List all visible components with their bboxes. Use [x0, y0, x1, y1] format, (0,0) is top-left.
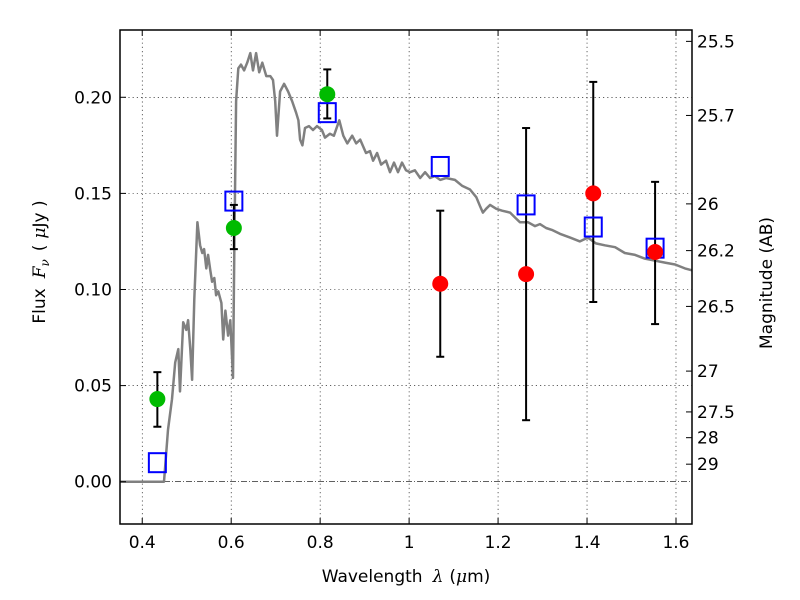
y-tick-label: 0.05 [74, 377, 112, 397]
y-axis-label: FluxFν(μJy ) [30, 200, 52, 323]
errorbar-layer [153, 68, 660, 428]
x-tick-label: 0.6 [218, 533, 245, 553]
model-photometry-square [224, 190, 244, 212]
y2-axis-label: Magnitude (AB) [757, 217, 777, 349]
y-tick-label: 0.20 [74, 88, 112, 108]
y2-tick-label: 26.2 [697, 242, 735, 262]
y2-tick-label: 26.5 [697, 297, 735, 317]
observed-flux-point [585, 185, 602, 202]
grid [120, 30, 692, 524]
observed-flux-point [225, 219, 242, 236]
observed-flux-point [432, 275, 449, 292]
observed-flux-point [518, 266, 535, 283]
y-tick-label: 0.15 [74, 184, 112, 204]
y2-axis-magnitude: 25.5 25.7 26 26.2 26.5 27 27.5 28 29 [686, 32, 735, 475]
y2-tick-label: 27.5 [697, 403, 735, 423]
x-tick-label: 0.4 [129, 533, 156, 553]
plot-frame [119, 29, 693, 525]
x-axis: 0.4 0.6 0.8 1 1.2 1.4 1.6 [129, 30, 690, 553]
y2-tick-label: 25.5 [697, 32, 735, 52]
model-photometry-square [430, 155, 450, 177]
spectrum-line [120, 51, 693, 483]
model-photometry-square [583, 216, 603, 238]
observed-flux-point [647, 244, 664, 261]
observed-flux-point [319, 86, 336, 103]
y2-tick-label: 27 [697, 362, 719, 382]
model-photometry-square [516, 194, 536, 216]
x-tick-label: 1 [404, 533, 415, 553]
x-tick-label: 1.6 [662, 533, 689, 553]
observed-flux-point [149, 391, 166, 408]
y-tick-label: 0.10 [74, 280, 112, 300]
y2-tick-label: 26 [697, 195, 719, 215]
spectrum-layer [120, 51, 693, 483]
marker-layer [147, 86, 665, 474]
x-tick-label: 0.8 [307, 533, 334, 553]
y-axis: 0.00 0.05 0.10 0.15 0.20 [74, 88, 126, 493]
x-tick-label: 1.2 [485, 533, 512, 553]
y2-tick-label: 25.7 [697, 106, 735, 126]
y-tick-label: 0.00 [74, 473, 112, 493]
x-axis-label: Wavelength λ (μm) [322, 567, 491, 587]
x-tick-label: 1.4 [574, 533, 601, 553]
model-photometry-square [317, 102, 337, 124]
y2-tick-label: 29 [697, 455, 719, 475]
y2-tick-label: 28 [697, 429, 719, 449]
model-photometry-square [147, 452, 167, 474]
